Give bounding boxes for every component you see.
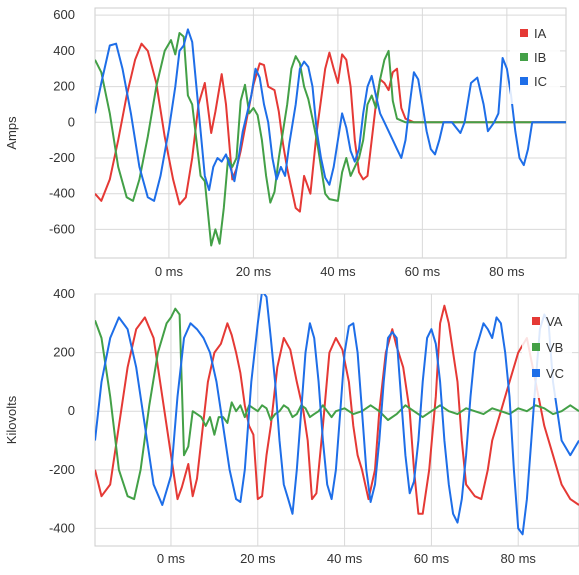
series-line-va [95, 304, 579, 515]
x-tick-label: 80 ms [489, 264, 525, 279]
legend-label-vc: VC [546, 366, 564, 381]
legend-swatch-vb [532, 343, 540, 351]
plot-frame-2 [94, 293, 579, 547]
x-tick-label: 20 ms [236, 264, 272, 279]
y-tick-label: -600 [49, 221, 75, 236]
legend-box [522, 308, 572, 398]
x-tick-label: 80 ms [501, 551, 537, 566]
y-tick-label: 200 [53, 79, 75, 94]
y-axis-label: Kilovolts [4, 395, 19, 444]
x-tick-label: 20 ms [240, 551, 276, 566]
legend-swatch-vc [532, 369, 540, 377]
legend-box [510, 20, 560, 104]
y-tick-label: -200 [49, 150, 75, 165]
y-tick-label: 600 [53, 7, 75, 22]
y-tick-label: 0 [68, 403, 75, 418]
legend-label-ia: IA [534, 26, 547, 41]
legend-label-vb: VB [546, 340, 563, 355]
x-tick-label: 40 ms [320, 264, 356, 279]
legend-swatch-ia [520, 29, 528, 37]
legend-label-va: VA [546, 314, 563, 329]
legend-swatch-va [532, 317, 540, 325]
y-tick-label: -400 [49, 520, 75, 535]
series-line-ia [95, 42, 566, 213]
legend-swatch-ib [520, 53, 528, 61]
series-line-vb [95, 307, 579, 501]
y-axis-label: Amps [4, 116, 19, 150]
x-tick-label: 0 ms [157, 551, 186, 566]
x-tick-label: 40 ms [327, 551, 363, 566]
series-line-ic [95, 28, 566, 202]
y-tick-label: 400 [53, 43, 75, 58]
x-tick-label: 60 ms [405, 264, 441, 279]
y-tick-label: 400 [53, 286, 75, 301]
x-tick-label: 60 ms [414, 551, 450, 566]
x-tick-label: 0 ms [155, 264, 184, 279]
series-line-vc [95, 294, 579, 536]
series-line-ib [95, 32, 566, 247]
y-tick-label: -400 [49, 186, 75, 201]
y-tick-label: 200 [53, 345, 75, 360]
y-tick-label: 0 [68, 114, 75, 129]
y-tick-label: -200 [49, 462, 75, 477]
legend-label-ib: IB [534, 50, 546, 65]
legend-swatch-ic [520, 77, 528, 85]
plot-frame-1 [94, 7, 567, 259]
legend-label-ic: IC [534, 74, 547, 89]
